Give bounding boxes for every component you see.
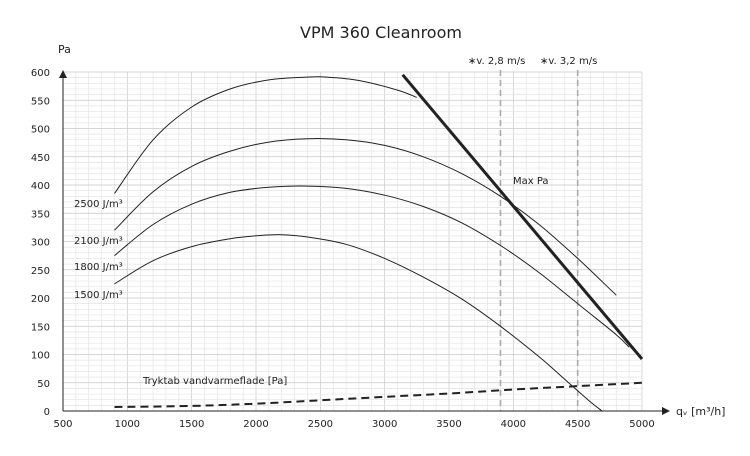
max-pa-label: Max Pa — [513, 176, 549, 187]
y-tick-label: 150 — [31, 322, 50, 333]
x-tick-label: 4500 — [565, 419, 590, 430]
x-tick-label: 2000 — [243, 419, 268, 430]
y-tick-label: 500 — [31, 125, 50, 136]
x-tick-label: 3000 — [372, 419, 397, 430]
tick-labels: 500 1000 1500 2000 2500 3000 3500 4000 4500 5000 0… — [31, 68, 655, 430]
series-line-2100 — [114, 138, 617, 296]
series-label-1500: 1500 J/m³ — [74, 290, 123, 301]
axes — [59, 70, 670, 415]
max-pa-line — [401, 73, 644, 360]
y-tick-label: 600 — [31, 68, 50, 79]
x-tick-label: 1500 — [179, 419, 204, 430]
y-axis-label: Pa — [58, 43, 71, 56]
x-tick-label: 5000 — [629, 419, 654, 430]
x-tick-label: 500 — [53, 419, 72, 430]
y-tick-label: 300 — [31, 238, 50, 249]
x-tick-label: 1000 — [115, 419, 140, 430]
series-line-1800 — [114, 185, 630, 348]
x-tick-label: 2500 — [308, 419, 333, 430]
pressure-drop-line — [114, 381, 643, 408]
series-label-2100: 2100 J/m³ — [74, 236, 123, 247]
series-label-1800: 1800 J/m³ — [74, 262, 123, 273]
chart-title: VPM 360 Cleanroom — [300, 23, 462, 42]
x-axis-label: qᵥ [m³/h] — [676, 405, 725, 418]
y-tick-label: 450 — [31, 153, 50, 164]
y-tick-label: 550 — [31, 96, 50, 107]
x-tick-label: 4000 — [501, 419, 526, 430]
series-line-2500 — [114, 76, 417, 194]
y-tick-label: 200 — [31, 294, 50, 305]
reference-label-v28: ∗v. 2,8 m/s — [468, 56, 525, 67]
y-tick-label: 0 — [44, 407, 50, 418]
series-label-2500: 2500 J/m³ — [74, 199, 123, 210]
y-tick-label: 400 — [31, 181, 50, 192]
series-lines — [114, 73, 644, 412]
reference-lines — [499, 70, 579, 411]
y-tick-label: 100 — [31, 351, 50, 362]
x-axis-arrow — [662, 407, 670, 415]
y-tick-label: 350 — [31, 209, 50, 220]
grid — [62, 71, 643, 412]
series-line-1500 — [114, 234, 603, 412]
y-tick-label: 50 — [37, 379, 50, 390]
y-tick-label: 250 — [31, 266, 50, 277]
reference-label-v32: ∗v. 3,2 m/s — [540, 56, 597, 67]
y-axis-arrow — [59, 70, 67, 78]
pressure-drop-label: Tryktab vandvarmeflade [Pa] — [142, 376, 287, 387]
x-tick-label: 3500 — [436, 419, 461, 430]
